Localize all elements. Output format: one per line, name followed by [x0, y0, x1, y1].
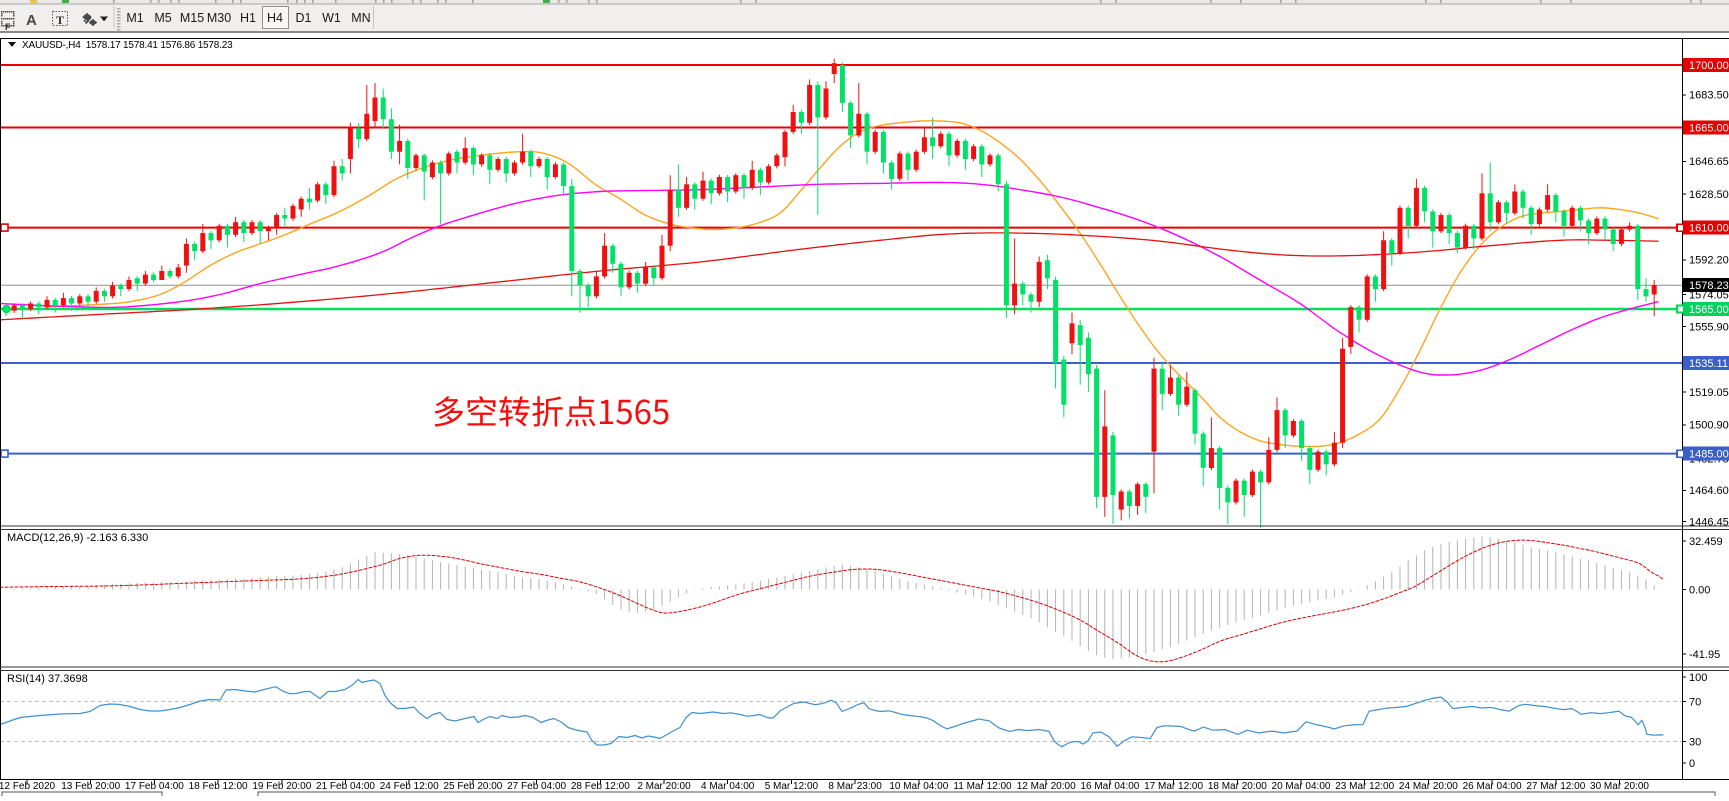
svg-text:25 Feb 20:00: 25 Feb 20:00 — [443, 781, 502, 792]
svg-text:-41.95: -41.95 — [1689, 649, 1720, 661]
svg-text:MACD(12,26,9) -2.163 6.330: MACD(12,26,9) -2.163 6.330 — [7, 532, 148, 544]
svg-text:W1: W1 — [322, 11, 341, 25]
svg-text:M30: M30 — [207, 11, 231, 25]
svg-text:8 Mar 23:00: 8 Mar 23:00 — [828, 781, 882, 792]
svg-text:H4: H4 — [267, 11, 283, 25]
svg-text:12 Mar 20:00: 12 Mar 20:00 — [1017, 781, 1076, 792]
svg-text:12 Feb 2020: 12 Feb 2020 — [0, 781, 56, 792]
svg-text:0: 0 — [1689, 758, 1695, 770]
svg-text:11 Mar 12:00: 11 Mar 12:00 — [953, 781, 1012, 792]
svg-text:5 Mar 12:00: 5 Mar 12:00 — [765, 781, 819, 792]
svg-text:16 Mar 04:00: 16 Mar 04:00 — [1080, 781, 1139, 792]
svg-text:1464.60: 1464.60 — [1689, 485, 1729, 497]
svg-text:1555.90: 1555.90 — [1689, 321, 1729, 333]
svg-text:23 Mar 12:00: 23 Mar 12:00 — [1335, 781, 1394, 792]
svg-text:1592.20: 1592.20 — [1689, 255, 1729, 267]
svg-text:1610.00: 1610.00 — [1689, 222, 1729, 234]
svg-text:100: 100 — [1689, 672, 1707, 684]
svg-text:1574.05: 1574.05 — [1689, 289, 1729, 301]
svg-text:F: F — [5, 22, 11, 32]
svg-text:10 Mar 04:00: 10 Mar 04:00 — [889, 781, 948, 792]
svg-text:30: 30 — [1689, 736, 1701, 748]
svg-text:1485.00: 1485.00 — [1689, 448, 1729, 460]
svg-text:XAUUSD-,H4 1578.17 1578.41 15: XAUUSD-,H4 1578.17 1578.41 1576.86 1578.… — [22, 40, 233, 51]
svg-text:70: 70 — [1689, 696, 1701, 708]
svg-text:30 Mar 20:00: 30 Mar 20:00 — [1590, 781, 1649, 792]
svg-text:26 Mar 04:00: 26 Mar 04:00 — [1463, 781, 1522, 792]
svg-text:27 Feb 04:00: 27 Feb 04:00 — [507, 781, 566, 792]
svg-text:T: T — [56, 13, 64, 27]
svg-text:1519.05: 1519.05 — [1689, 387, 1729, 399]
svg-text:1446.45: 1446.45 — [1689, 516, 1729, 528]
svg-text:18 Mar 20:00: 18 Mar 20:00 — [1208, 781, 1267, 792]
svg-text:21 Feb 04:00: 21 Feb 04:00 — [316, 781, 375, 792]
svg-text:19 Feb 20:00: 19 Feb 20:00 — [252, 781, 311, 792]
svg-text:1646.65: 1646.65 — [1689, 156, 1729, 168]
svg-text:M5: M5 — [154, 11, 171, 25]
svg-text:28 Feb 12:00: 28 Feb 12:00 — [571, 781, 630, 792]
svg-text:A: A — [26, 12, 37, 29]
svg-text:32.459: 32.459 — [1689, 536, 1723, 548]
svg-text:1665.00: 1665.00 — [1689, 122, 1729, 134]
svg-text:13 Feb 20:00: 13 Feb 20:00 — [61, 781, 120, 792]
svg-text:1628.50: 1628.50 — [1689, 189, 1729, 201]
svg-text:M1: M1 — [126, 11, 143, 25]
svg-text:MN: MN — [351, 11, 370, 25]
svg-text:1535.11: 1535.11 — [1689, 358, 1728, 370]
svg-text:1578.23: 1578.23 — [1689, 280, 1729, 292]
svg-text:24 Feb 12:00: 24 Feb 12:00 — [380, 781, 439, 792]
svg-text:0.00: 0.00 — [1689, 584, 1710, 596]
svg-text:17 Feb 04:00: 17 Feb 04:00 — [125, 781, 184, 792]
svg-text:18 Feb 12:00: 18 Feb 12:00 — [189, 781, 248, 792]
svg-text:2 Mar 20:00: 2 Mar 20:00 — [637, 781, 691, 792]
svg-text:24 Mar 20:00: 24 Mar 20:00 — [1399, 781, 1458, 792]
svg-text:1500.90: 1500.90 — [1689, 420, 1729, 432]
svg-text:1565.00: 1565.00 — [1689, 304, 1729, 316]
svg-text:H1: H1 — [240, 11, 256, 25]
svg-text:17 Mar 12:00: 17 Mar 12:00 — [1144, 781, 1203, 792]
svg-text:D1: D1 — [296, 11, 312, 25]
svg-text:27 Mar 12:00: 27 Mar 12:00 — [1526, 781, 1585, 792]
svg-text:RSI(14) 37.3698: RSI(14) 37.3698 — [7, 673, 88, 685]
svg-text:1683.50: 1683.50 — [1689, 90, 1729, 102]
svg-text:4 Mar 04:00: 4 Mar 04:00 — [701, 781, 755, 792]
svg-text:20 Mar 04:00: 20 Mar 04:00 — [1272, 781, 1331, 792]
svg-text:1700.00: 1700.00 — [1689, 60, 1729, 72]
svg-text:M15: M15 — [180, 11, 204, 25]
